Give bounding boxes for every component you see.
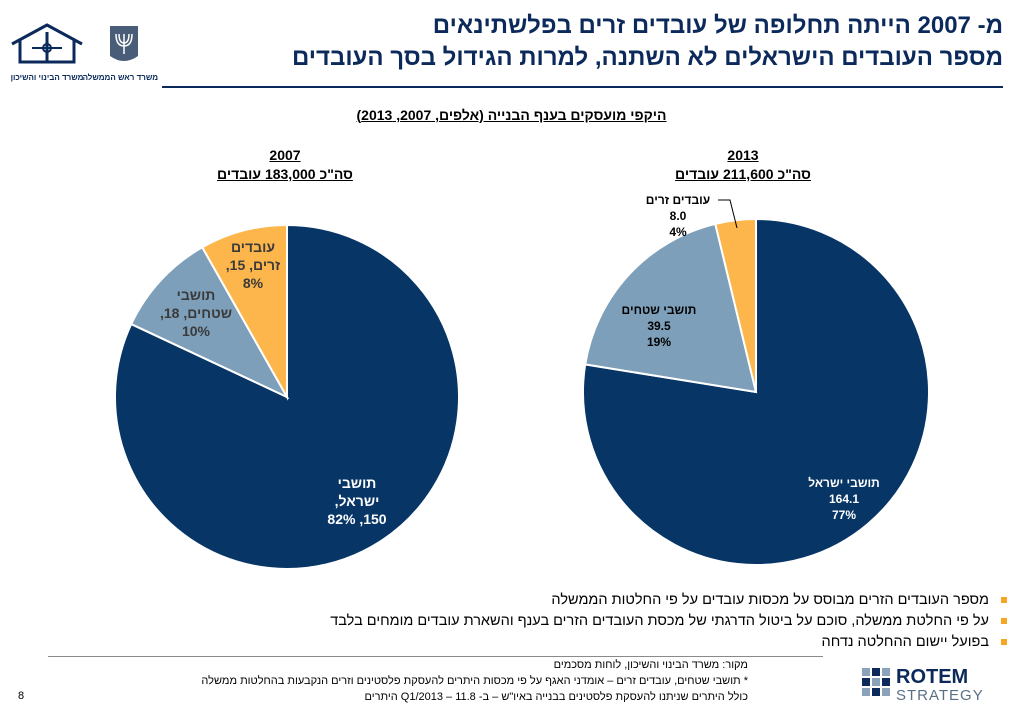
pie-label-2007-1-2: 10% bbox=[182, 323, 211, 339]
pie-label-2013-0-0: תושבי ישראל bbox=[808, 476, 880, 490]
page-number: 8 bbox=[18, 690, 25, 702]
rotem-grid-icon bbox=[862, 668, 890, 696]
pie-label-2007-2-2: 8% bbox=[243, 275, 264, 291]
slide-title: מ- 2007 הייתה תחלופה של עובדים זרים בפלש… bbox=[123, 10, 1003, 74]
housing-ministry-logo: משרד הבינוי והשיכון bbox=[8, 22, 86, 82]
housing-ministry-caption: משרד הבינוי והשיכון bbox=[10, 73, 84, 82]
pie-label-2007-1-1: שטחים, 18, bbox=[160, 305, 232, 321]
pie-label-2013-2-2: 4% bbox=[669, 225, 687, 239]
pie-label-2013-1-0: תושבי שטחים bbox=[622, 303, 697, 317]
pie-label-2013-2-1: 8.0 bbox=[670, 209, 687, 223]
bullet-marker-icon bbox=[1001, 639, 1007, 646]
pie-year-2013: 2013 bbox=[727, 147, 759, 163]
bullet-list: מספר העובדים הזרים מבוסס על מכסות עובדים… bbox=[187, 590, 1007, 653]
source-note: מקור: משרד הבינוי והשיכון, לוחות מסכמים bbox=[553, 659, 748, 671]
bullet-text: בפועל יישום ההחלטה נדחה bbox=[821, 634, 989, 650]
pie-label-2013-2-0: עובדים זרים bbox=[646, 193, 710, 207]
pie-label-2007-1-0: תושבי bbox=[177, 287, 216, 303]
pie-year-2007: 2007 bbox=[269, 147, 301, 163]
bullet-text: מספר העובדים הזרים מבוסס על מכסות עובדים… bbox=[551, 592, 989, 608]
pie-slice-2007-2 bbox=[200, 223, 288, 401]
pie-label-2013-1-2: 19% bbox=[647, 335, 671, 349]
footer-divider bbox=[48, 656, 823, 657]
title-divider bbox=[162, 86, 1003, 88]
chart-title: היקפי מועסקים בענף הבנייה (אלפים, 2007, … bbox=[356, 107, 667, 123]
pie-slice-2013-1 bbox=[584, 222, 758, 394]
pie-label-2007-2-1: זרים, 15, bbox=[226, 257, 280, 273]
pie-header-2007: 2007 סה"כ 183,000 עובדים bbox=[180, 146, 390, 184]
pie-label-2007-0-2: 150, 82% bbox=[327, 511, 386, 527]
footnotes: מקור: משרד הבינוי והשיכון, לוחות מסכמים … bbox=[48, 657, 748, 705]
bullet-item: מספר העובדים הזרים מבוסס על מכסות עובדים… bbox=[187, 590, 1007, 611]
pie-total-2013: סה"כ 211,600 עובדים bbox=[675, 166, 811, 182]
pie-label-2013-1-1: 39.5 bbox=[647, 319, 671, 333]
pie-label-2013-0-1: 164.1 bbox=[829, 492, 859, 506]
rotem-strategy-logo: ROTEM STRATEGY bbox=[862, 666, 984, 704]
menorah-emblem-icon bbox=[110, 26, 138, 61]
pie-total-2007: סה"כ 183,000 עובדים bbox=[217, 166, 353, 182]
bullet-item: בפועל יישום ההחלטה נדחה bbox=[187, 632, 1007, 653]
pie-label-2007-0-1: ישראל, bbox=[335, 493, 380, 509]
house-icon bbox=[11, 23, 83, 64]
pie-label-2007-0-0: תושבי bbox=[338, 475, 377, 491]
title-line-1: מ- 2007 הייתה תחלופה של עובדים זרים בפלש… bbox=[432, 12, 1003, 39]
bullet-marker-icon bbox=[1001, 597, 1007, 604]
footnote-permits: כולל היתרים שניתנו להעסקת פלסטינים בבניי… bbox=[364, 691, 748, 703]
rotem-brand-name: ROTEM bbox=[896, 666, 968, 688]
bullet-item: על פי החלטת ממשלה, סוכם על ביטול הדרגתי … bbox=[187, 611, 1007, 632]
leader-line-2013-foreign bbox=[718, 199, 738, 229]
rotem-brand-sub: STRATEGY bbox=[896, 687, 984, 704]
pie-header-2013: 2013 סה"כ 211,600 עובדים bbox=[628, 146, 858, 184]
prime-minister-office-logo: משרד ראש הממשלה bbox=[82, 22, 158, 82]
bullet-marker-icon bbox=[1001, 618, 1007, 625]
pie-label-2007-2-0: עובדים bbox=[231, 239, 275, 255]
pie-label-2013-0-2: 77% bbox=[832, 508, 856, 522]
bullet-text: על פי החלטת ממשלה, סוכם על ביטול הדרגתי … bbox=[330, 613, 989, 629]
pie-slice-2007-1 bbox=[129, 245, 290, 400]
title-line-2: מספר העובדים הישראלים לא השתנה, למרות הג… bbox=[291, 44, 1003, 71]
prime-minister-office-caption: משרד ראש הממשלה bbox=[82, 73, 158, 82]
footnote-estimate: * תושבי שטחים, עובדים זרים – אומדני האגף… bbox=[201, 675, 748, 687]
